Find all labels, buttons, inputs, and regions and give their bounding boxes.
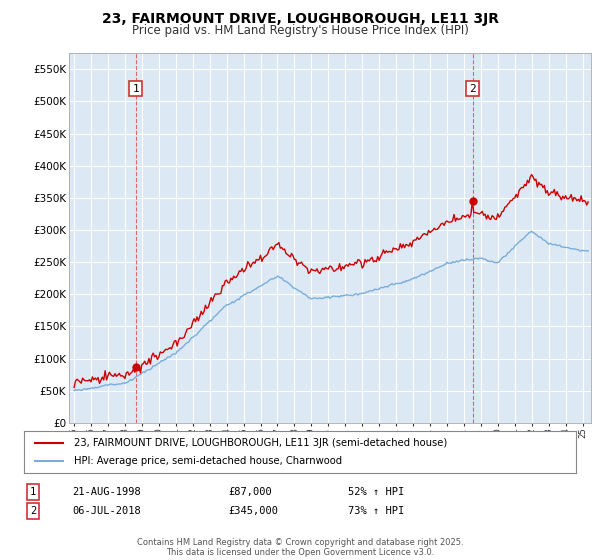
- Text: 1: 1: [132, 83, 139, 94]
- Text: 2: 2: [30, 506, 36, 516]
- Text: 1: 1: [30, 487, 36, 497]
- Text: 23, FAIRMOUNT DRIVE, LOUGHBOROUGH, LE11 3JR: 23, FAIRMOUNT DRIVE, LOUGHBOROUGH, LE11 …: [101, 12, 499, 26]
- Text: 2: 2: [469, 83, 476, 94]
- Text: £87,000: £87,000: [228, 487, 272, 497]
- Text: 73% ↑ HPI: 73% ↑ HPI: [348, 506, 404, 516]
- Text: 21-AUG-1998: 21-AUG-1998: [72, 487, 141, 497]
- Text: £345,000: £345,000: [228, 506, 278, 516]
- Text: HPI: Average price, semi-detached house, Charnwood: HPI: Average price, semi-detached house,…: [74, 456, 342, 466]
- Text: 52% ↑ HPI: 52% ↑ HPI: [348, 487, 404, 497]
- Text: Contains HM Land Registry data © Crown copyright and database right 2025.
This d: Contains HM Land Registry data © Crown c…: [137, 538, 463, 557]
- Text: 06-JUL-2018: 06-JUL-2018: [72, 506, 141, 516]
- Text: Price paid vs. HM Land Registry's House Price Index (HPI): Price paid vs. HM Land Registry's House …: [131, 24, 469, 36]
- Text: 23, FAIRMOUNT DRIVE, LOUGHBOROUGH, LE11 3JR (semi-detached house): 23, FAIRMOUNT DRIVE, LOUGHBOROUGH, LE11 …: [74, 438, 447, 448]
